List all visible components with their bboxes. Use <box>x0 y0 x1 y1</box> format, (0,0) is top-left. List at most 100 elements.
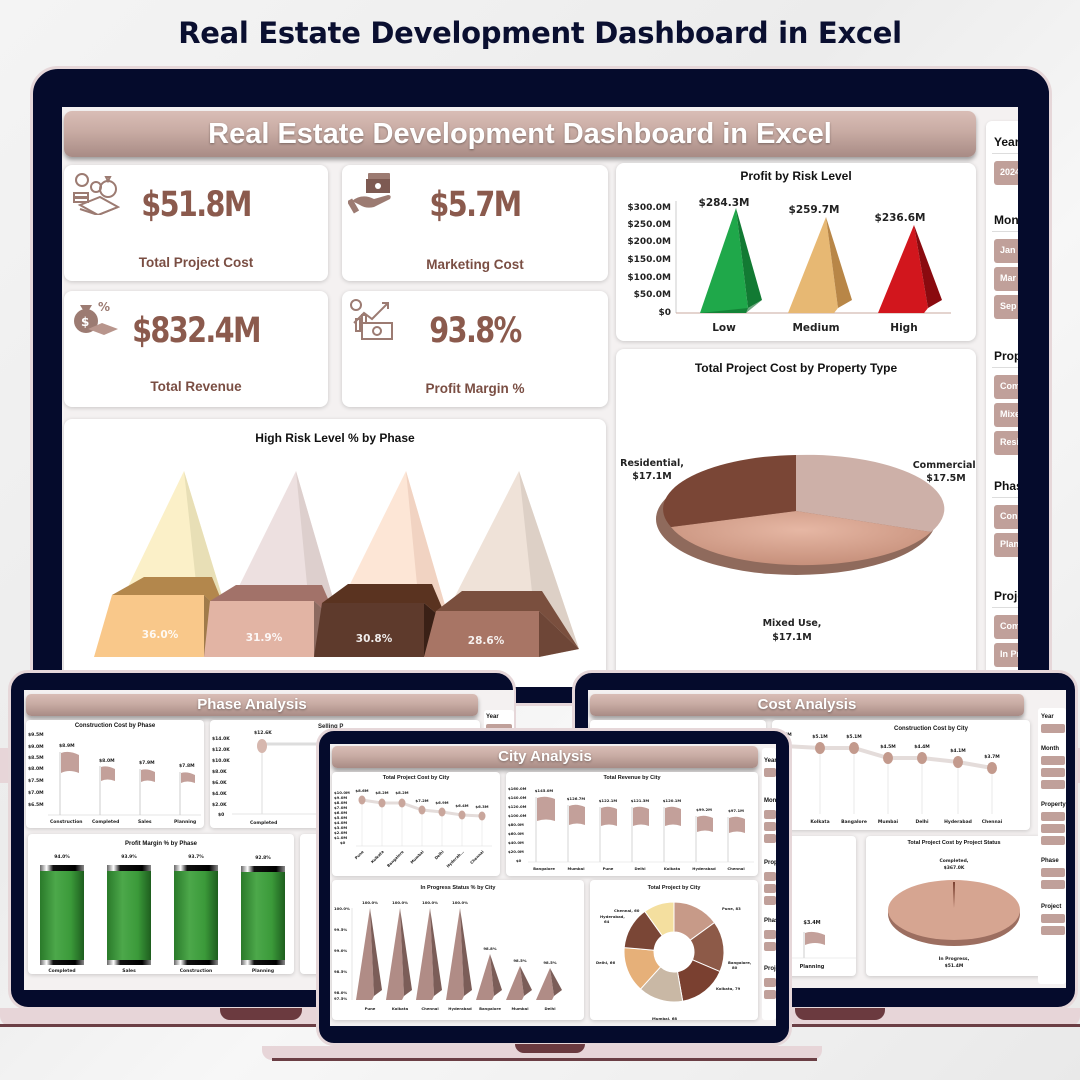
slicer-year-heading: Year <box>994 135 1018 149</box>
svg-text:$4.1M: $4.1M <box>950 748 966 754</box>
kpi-label: Total Revenue <box>150 379 242 394</box>
mini-slicer-btn[interactable] <box>1041 768 1065 777</box>
mini-slicer-head: Year <box>764 758 776 764</box>
mini-slicer-head: Phase <box>1041 858 1059 864</box>
kpi-card-total-project-cost: $51.8M Total Project Cost <box>64 165 328 281</box>
svg-text:98.5%: 98.5% <box>334 969 347 974</box>
mini-slicer-btn[interactable] <box>764 942 776 951</box>
city-laptop-screen: City Analysis Total Project Cost by City… <box>330 744 776 1026</box>
svg-text:64: 64 <box>604 919 610 924</box>
svg-text:$8.0M: $8.0M <box>99 758 115 764</box>
svg-text:Delhi: Delhi <box>544 1006 555 1011</box>
svg-text:100.0%: 100.0% <box>452 900 468 905</box>
mini-slicer-btn[interactable] <box>764 872 776 881</box>
svg-text:Hyderabad,: Hyderabad, <box>600 914 625 919</box>
kpi-card-profit-margin: 93.8% Profit Margin % <box>342 291 608 407</box>
kpi-value: $832.4M <box>132 311 261 351</box>
mini-slicer-head: Month <box>1041 746 1059 752</box>
svg-text:$12.0K: $12.0K <box>212 747 230 753</box>
mini-slicer-btn[interactable] <box>1041 836 1065 845</box>
chart-title: Total Project Cost by City <box>382 775 450 781</box>
mini-slicer-btn[interactable] <box>1041 812 1065 821</box>
chart-project-cost-by-city: Total Project Cost by City $10.0M $9.0M $8… <box>332 772 500 876</box>
mini-slicer-btn[interactable] <box>1041 914 1065 923</box>
cost-mini-slicer: Year Month Property Phase Project <box>1038 708 1066 984</box>
svg-text:$236.6M: $236.6M <box>875 212 926 224</box>
slicer-btn-property[interactable]: Commercial <box>994 375 1018 399</box>
mini-slicer-btn[interactable] <box>1041 756 1065 765</box>
slicer-btn-month[interactable]: Jan <box>994 239 1018 263</box>
mini-slicer-btn[interactable] <box>764 896 776 905</box>
main-laptop-screen: Real Estate Development Dashboard in Exc… <box>62 107 1018 687</box>
slicer-btn-property[interactable]: Mixed Use <box>994 403 1018 427</box>
svg-text:Kolkata: Kolkata <box>392 1006 409 1011</box>
slicer-btn-property[interactable]: Residential <box>994 431 1018 455</box>
city-laptop-notch <box>515 1044 585 1053</box>
svg-text:98.5%: 98.5% <box>513 958 526 963</box>
mini-slicer-btn[interactable] <box>764 930 776 939</box>
svg-text:$122.1M: $122.1M <box>599 798 618 803</box>
svg-text:Planning: Planning <box>174 819 196 825</box>
svg-text:$14.0K: $14.0K <box>212 736 230 742</box>
svg-text:36.0%: 36.0% <box>142 629 179 641</box>
svg-text:$8.6M: $8.6M <box>355 788 368 793</box>
chart-construction-cost-by-city: Construction Cost by City $5.4M$5.1M$5.1… <box>772 720 1030 830</box>
svg-text:Medium: Medium <box>792 322 839 334</box>
slicer-btn-status[interactable]: In Progress <box>994 643 1018 667</box>
svg-text:$6.5M: $6.5M <box>28 802 44 808</box>
slicer-btn-year[interactable]: 2024 <box>994 161 1018 185</box>
mini-slicer-btn[interactable] <box>764 834 776 843</box>
chart-title: Total Project by City <box>647 885 701 891</box>
svg-text:$8.0K: $8.0K <box>212 769 227 775</box>
mini-slicer-btn[interactable] <box>764 978 776 987</box>
svg-text:$3.7M: $3.7M <box>984 754 1000 760</box>
mini-slicer-btn[interactable] <box>1041 926 1065 935</box>
flag-chart: $160.0M $140.0M $120.0M $100.0M $80.0M $60.0M… <box>508 786 754 871</box>
base-line <box>790 1024 1080 1027</box>
svg-text:Sales: Sales <box>138 819 152 825</box>
slicer-rule <box>992 607 1018 608</box>
mini-slicer-btn[interactable] <box>1041 724 1065 733</box>
hand-cash-icon <box>348 173 391 214</box>
chart-cost-by-property-type: Total Project Cost by Property Type Resi… <box>616 349 976 687</box>
slicer-btn-month[interactable]: Mar <box>994 267 1018 291</box>
svg-text:Completed: Completed <box>92 819 119 825</box>
svg-text:$17.1M: $17.1M <box>632 471 672 482</box>
svg-text:$9.5M: $9.5M <box>28 732 44 738</box>
svg-text:In Progress,: In Progress, <box>939 956 970 962</box>
mini-slicer-btn[interactable] <box>764 810 776 819</box>
svg-text:Planning: Planning <box>252 968 274 974</box>
mini-slicer-btn[interactable] <box>1041 824 1065 833</box>
mini-slicer-btn[interactable] <box>764 822 776 831</box>
slicer-btn-phase[interactable]: Planning <box>994 533 1018 557</box>
mini-slicer-btn[interactable] <box>1041 780 1065 789</box>
svg-text:$8.0M: $8.0M <box>28 766 44 772</box>
city-banner: City Analysis <box>332 746 758 768</box>
slicer-btn-phase[interactable]: Construction <box>994 505 1018 529</box>
svg-text:$20.0M: $20.0M <box>508 849 524 854</box>
svg-text:Low: Low <box>712 322 736 334</box>
svg-text:$4.4M: $4.4M <box>914 744 930 750</box>
svg-text:$145.0M: $145.0M <box>535 788 554 793</box>
mini-slicer-btn[interactable] <box>1041 868 1065 877</box>
chart-high-risk-by-phase: High Risk Level % by Phase <box>64 419 606 687</box>
pyramid-chart: $300.0M $250.0M $200.0M $150.0M $100.0M … <box>627 197 951 334</box>
svg-text:$7.5M: $7.5M <box>28 778 44 784</box>
svg-text:98.5%: 98.5% <box>543 960 556 965</box>
mini-slicer-btn[interactable] <box>764 768 776 777</box>
mini-slicer-btn[interactable] <box>764 990 776 999</box>
svg-text:Kolkata: Kolkata <box>370 849 385 864</box>
slicer-btn-status[interactable]: Completed <box>994 615 1018 639</box>
city-mini-slicer: Year Month Property Phase Project <box>762 748 776 1020</box>
svg-text:$120.1M: $120.1M <box>663 798 682 803</box>
svg-text:Mixed Use,: Mixed Use, <box>763 618 822 629</box>
svg-text:$7.0M: $7.0M <box>28 790 44 796</box>
svg-text:$7.2M: $7.2M <box>415 798 428 803</box>
mini-slicer-btn[interactable] <box>764 884 776 893</box>
svg-text:$160.0M: $160.0M <box>508 786 527 791</box>
donut-chart: Pune, 83 Bangalore,80 Kolkata, 79 Mumbai… <box>596 901 752 1020</box>
mini-slicer-head: Project <box>1041 904 1062 910</box>
svg-text:Hyderabad: Hyderabad <box>448 1006 472 1011</box>
slicer-btn-month[interactable]: Sep <box>994 295 1018 319</box>
mini-slicer-btn[interactable] <box>1041 880 1065 889</box>
